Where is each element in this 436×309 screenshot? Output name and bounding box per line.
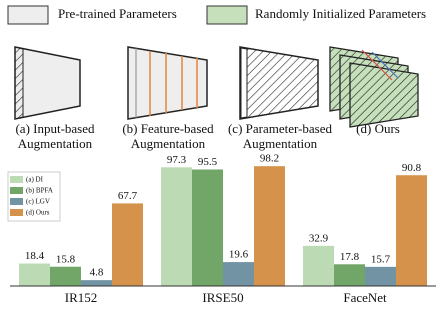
- bar: [81, 280, 112, 286]
- panel-b: [127, 46, 208, 120]
- x-tick-label: IR152: [65, 290, 98, 305]
- value-label: 90.8: [402, 162, 422, 174]
- bar: [112, 203, 143, 286]
- bar-chart: 18.4 15.8 4.8 67.7 IR152 97.3 95.5 19.6 98.2 IRSE…: [7, 153, 436, 305]
- bar: [254, 166, 285, 286]
- legend-swatch: [7, 5, 49, 25]
- panel-a: [14, 46, 81, 120]
- legend-label: (b) BPFA: [26, 187, 53, 195]
- value-label: 17.8: [340, 251, 360, 263]
- value-label: 18.4: [25, 250, 45, 262]
- panel-caption: Augmentation: [243, 136, 318, 151]
- legend-swatch: [10, 209, 23, 216]
- bar: [396, 175, 427, 286]
- legend-swatch: [10, 176, 23, 183]
- value-label: 98.2: [260, 153, 279, 165]
- legend-label: (a) DI: [26, 176, 44, 184]
- bar: [303, 245, 334, 286]
- legend-swatch: [10, 198, 23, 205]
- x-tick-label: IRSE50: [202, 290, 243, 305]
- bar: [334, 264, 365, 286]
- bar: [161, 167, 192, 286]
- panel-caption: Augmentation: [131, 136, 206, 151]
- panel-c: [239, 46, 319, 120]
- bar: [223, 262, 254, 286]
- value-label: 32.9: [309, 232, 329, 244]
- panel-caption: (b) Feature-based: [122, 121, 214, 136]
- legend-label: Pre-trained Parameters: [58, 6, 177, 21]
- value-label: 97.3: [167, 154, 187, 166]
- value-label: 4.8: [90, 267, 104, 279]
- legend-swatch: [10, 187, 23, 194]
- value-label: 67.7: [118, 190, 138, 202]
- panel-caption: (d) Ours: [356, 121, 400, 136]
- value-label: 19.6: [229, 249, 249, 261]
- x-tick-label: FaceNet: [343, 290, 387, 305]
- legend-label: Randomly Initialized Parameters: [255, 6, 426, 21]
- bar: [365, 266, 396, 286]
- legend-label: (d) Ours: [26, 209, 50, 217]
- panel-caption: Augmentation: [18, 136, 93, 151]
- bar: [19, 263, 50, 286]
- bar: [50, 266, 81, 286]
- value-label: 15.8: [56, 253, 76, 265]
- legend-swatch: [206, 5, 248, 25]
- bar: [192, 169, 223, 286]
- value-label: 15.7: [371, 253, 391, 265]
- panel-d: [329, 46, 419, 128]
- legend-label: (c) LGV: [26, 198, 50, 206]
- panel-caption: (c) Parameter-based: [228, 121, 333, 136]
- panel-caption: (a) Input-based: [15, 121, 95, 136]
- value-label: 95.5: [198, 156, 218, 168]
